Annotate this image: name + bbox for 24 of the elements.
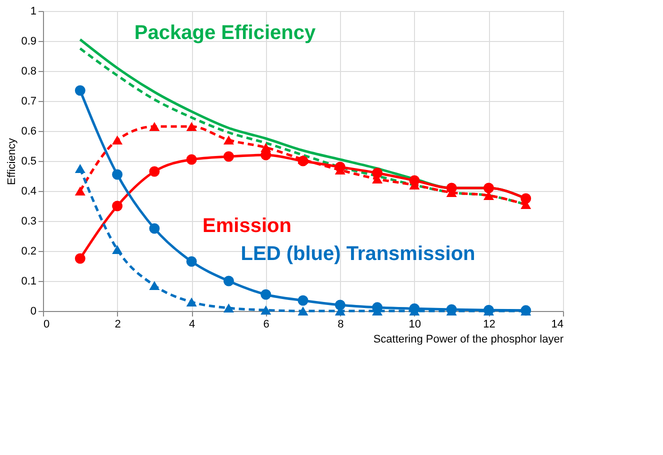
y-axis-title: Efficiency [6,138,18,185]
x-axis-title: Scattering Power of the phosphor layer [373,334,564,346]
y-tick-label: 0.4 [21,186,36,198]
series-label: LED (blue) Transmission [240,243,476,265]
y-tick-label: 0.8 [21,66,36,78]
x-tick-label: 2 [114,318,121,330]
series-label: Package Efficiency [134,22,316,44]
y-tick-label: 0.9 [21,36,36,48]
x-tick-label: 12 [483,318,496,330]
x-tick-label: 6 [263,318,270,330]
x-tick-label: 0 [44,318,50,330]
y-tick-label: 0.1 [21,276,36,288]
x-tick-label: 14 [551,318,564,330]
y-tick-label: 0.2 [21,246,36,258]
y-tick-label: 0.6 [21,126,36,138]
text: Emission [202,215,292,237]
x-tick-label: 8 [338,318,344,330]
y-tick-label: 0 [30,306,36,318]
y-tick-label: 0.7 [21,96,36,108]
y-tick-label: 0.3 [21,216,36,228]
y-tick-label: 0.5 [21,156,36,168]
y-tick-label: 1 [30,6,36,18]
x-tick-label: 4 [189,318,196,330]
x-tick-label: 10 [408,318,422,330]
